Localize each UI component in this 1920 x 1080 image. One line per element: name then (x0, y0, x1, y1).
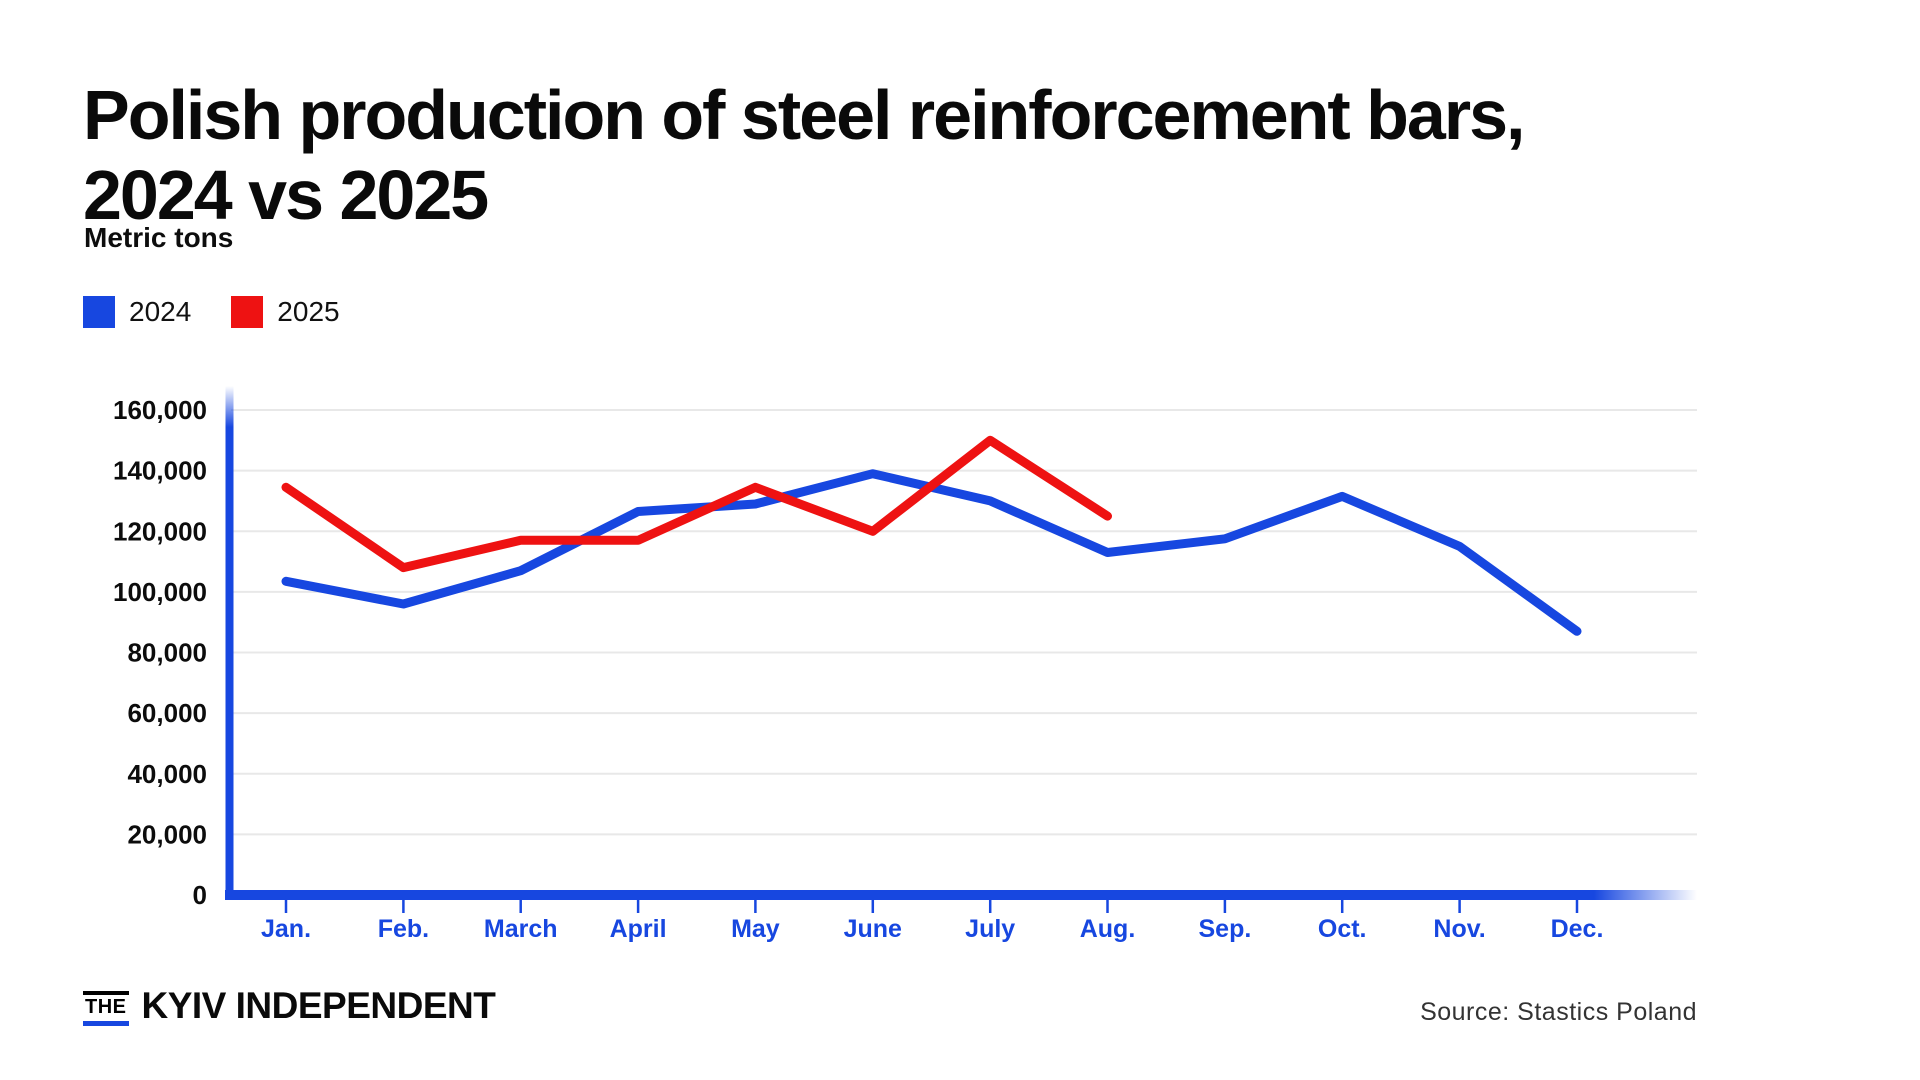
y-tick-label: 20,000 (127, 819, 207, 849)
y-tick-label: 0 (193, 880, 207, 910)
chart-title-line1: Polish production of steel reinforcement… (83, 75, 1525, 154)
x-tick-label: July (965, 915, 1015, 943)
x-tick-label: June (844, 915, 902, 943)
y-tick-label: 80,000 (127, 638, 207, 668)
legend-swatch-2024 (83, 296, 115, 328)
x-tick-label: Sep. (1199, 915, 1252, 943)
chart-subtitle: Metric tons (84, 222, 234, 253)
chart-legend: 2024 2025 (83, 296, 340, 328)
series-line-2025 (281, 435, 1112, 573)
x-tick-label: Oct. (1318, 915, 1367, 943)
x-axis-labels: Jan. Feb. March April May June July Aug. Sep. Oct… (261, 915, 1603, 943)
legend-label-2024: 2024 (129, 296, 192, 327)
x-axis-ticks (284, 900, 1579, 913)
y-tick-label: 120,000 (113, 516, 207, 546)
y-axis-labels: 0 20,000 40,000 60,000 80,000 100,000 120,000 1… (113, 395, 207, 910)
chart-title-line2: 2024 vs 2025 (83, 155, 489, 234)
legend-item-2025: 2025 (231, 296, 340, 328)
legend-label-2025: 2025 (277, 296, 340, 327)
x-tick-label: Dec. (1551, 915, 1604, 943)
legend-item-2024: 2024 (83, 296, 191, 328)
x-tick-label: Jan. (261, 915, 311, 943)
x-axis-line (225, 890, 1697, 900)
x-tick-label: April (610, 915, 667, 943)
x-tick-label: Nov. (1433, 915, 1485, 943)
chart-title: Polish production of steel reinforcement… (83, 75, 1833, 235)
logo-name: KYIV INDEPENDENT (141, 985, 496, 1026)
x-tick-label: March (484, 915, 558, 943)
y-tick-label: 40,000 (127, 759, 207, 789)
x-tick-label: Aug. (1080, 915, 1136, 943)
publisher-logo: THE KYIV INDEPENDENT (83, 985, 496, 1026)
gridlines (231, 409, 1697, 836)
logo-the: THE (83, 991, 129, 1026)
y-axis-line (225, 386, 234, 900)
source-attribution: Source: Stastics Poland (1420, 998, 1697, 1026)
y-tick-label: 140,000 (113, 456, 207, 486)
x-tick-label: Feb. (378, 915, 429, 943)
y-tick-label: 160,000 (113, 395, 207, 425)
x-tick-label: May (731, 915, 780, 943)
y-tick-label: 100,000 (113, 577, 207, 607)
legend-swatch-2025 (231, 296, 264, 328)
y-tick-label: 60,000 (127, 698, 207, 728)
